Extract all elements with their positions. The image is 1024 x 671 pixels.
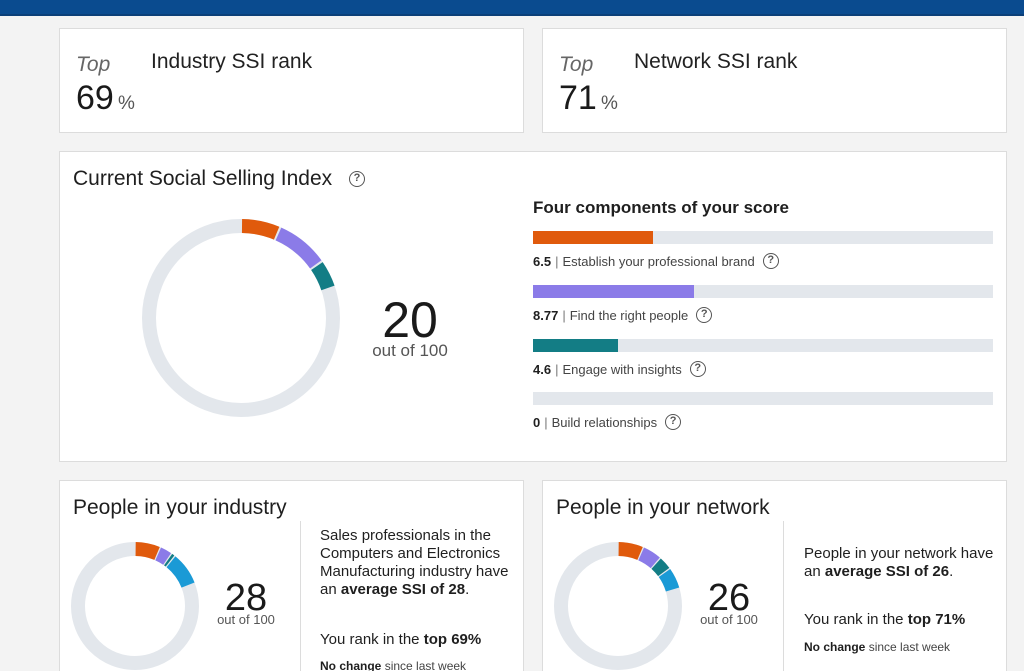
top-navigation-bar bbox=[0, 0, 1024, 16]
component-bar-brand bbox=[533, 231, 993, 244]
component-name: Build relationships bbox=[551, 414, 658, 430]
component-label-brand: 6.5 | Establish your professional brand? bbox=[533, 253, 779, 269]
component-label-people: 8.77 | Find the right people? bbox=[533, 307, 713, 323]
top-label: Top bbox=[559, 53, 594, 76]
components-title: Four components of your score bbox=[533, 198, 789, 217]
current-ssi-title: Current Social Selling Index bbox=[73, 167, 333, 190]
people-in-industry-title: People in your industry bbox=[73, 496, 287, 519]
change-status: No change bbox=[804, 640, 866, 654]
industry-donut-chart bbox=[71, 542, 199, 670]
network-description: People in your network have an average S… bbox=[804, 545, 1000, 581]
component-bar-people bbox=[533, 285, 993, 298]
change-period: since last week bbox=[868, 640, 951, 654]
network-rank-value: 71 bbox=[559, 79, 597, 117]
divider bbox=[783, 521, 784, 671]
industry-ssi-rank-title: Industry SSI rank bbox=[151, 50, 313, 73]
component-name: Find the right people bbox=[569, 307, 689, 323]
component-name: Establish your professional brand bbox=[562, 253, 755, 269]
donut-segment bbox=[658, 568, 680, 592]
help-icon[interactable]: ? bbox=[696, 307, 713, 323]
top-label: Top bbox=[76, 53, 111, 76]
description-text: Sales professionals in the Computers and… bbox=[320, 527, 509, 598]
industry-change-line: No change since last week bbox=[320, 659, 466, 671]
help-icon[interactable]: ? bbox=[689, 361, 706, 377]
people-in-industry-card: People in your industry 28 out of 100 Sa… bbox=[59, 480, 524, 671]
network-change-line: No change since last week bbox=[804, 640, 950, 654]
industry-ssi-rank-card: Top Industry SSI rank 69 % bbox=[59, 28, 524, 133]
description-end: . bbox=[465, 581, 470, 598]
average-ssi: average SSI of 28 bbox=[340, 581, 466, 598]
donut-track bbox=[71, 542, 199, 670]
donut-segment bbox=[155, 547, 172, 565]
help-icon[interactable]: ? bbox=[762, 253, 779, 269]
network-ssi-rank-title: Network SSI rank bbox=[634, 50, 798, 73]
ssi-out-of: out of 100 bbox=[372, 341, 448, 360]
network-rank-line: You rank in the top 71% bbox=[804, 611, 965, 628]
rank-value: top 69% bbox=[423, 631, 482, 648]
industry-rank-line: You rank in the top 69% bbox=[320, 631, 481, 648]
donut-segment bbox=[164, 553, 175, 567]
component-value: 6.5 bbox=[533, 253, 552, 269]
change-period: since last week bbox=[384, 659, 467, 671]
component-bar-relationships bbox=[533, 392, 993, 405]
description-text: People in your network have an bbox=[804, 545, 994, 580]
component-label-relationships: 0 | Build relationships? bbox=[533, 414, 682, 430]
people-in-network-title: People in your network bbox=[556, 496, 770, 519]
component-value: 0 bbox=[533, 414, 541, 430]
help-icon[interactable]: ? bbox=[349, 171, 365, 187]
donut-segment bbox=[275, 227, 322, 269]
industry-out-of: out of 100 bbox=[217, 612, 275, 627]
component-name: Engage with insights bbox=[562, 361, 682, 377]
ssi-score: 20 bbox=[382, 292, 438, 348]
component-value: 8.77 bbox=[533, 307, 559, 323]
percent-unit: % bbox=[118, 93, 135, 114]
percent-unit: % bbox=[601, 93, 618, 114]
donut-segment bbox=[241, 219, 280, 240]
description-end: . bbox=[949, 563, 954, 580]
ssi-donut-chart bbox=[142, 219, 340, 417]
component-label-insights: 4.6 | Engage with insights? bbox=[533, 361, 706, 377]
donut-segment bbox=[638, 547, 660, 569]
rank-value: top 71% bbox=[907, 611, 966, 628]
rank-text: You rank in the bbox=[320, 631, 420, 648]
current-ssi-card: Current Social Selling Index ? 20 out of… bbox=[59, 151, 1007, 462]
industry-rank-value: 69 bbox=[76, 79, 114, 117]
donut-track bbox=[554, 542, 682, 670]
donut-segment bbox=[618, 542, 643, 561]
industry-score: 28 bbox=[224, 577, 268, 619]
network-out-of: out of 100 bbox=[700, 612, 758, 627]
donut-segment bbox=[651, 558, 670, 577]
component-bar-fill bbox=[533, 339, 618, 352]
donut-segment bbox=[166, 556, 195, 588]
help-icon[interactable]: ? bbox=[665, 414, 682, 430]
network-score: 26 bbox=[707, 577, 751, 619]
component-bar-insights bbox=[533, 339, 993, 352]
network-donut-chart bbox=[554, 542, 682, 670]
average-ssi: average SSI of 26 bbox=[824, 563, 950, 580]
component-bar-fill bbox=[533, 285, 695, 298]
component-bar-fill bbox=[533, 231, 653, 244]
divider bbox=[300, 521, 301, 671]
industry-description: Sales professionals in the Computers and… bbox=[320, 527, 516, 599]
rank-text: You rank in the bbox=[804, 611, 904, 628]
people-in-network-card: People in your network 26 out of 100 Peo… bbox=[542, 480, 1007, 671]
donut-segment bbox=[311, 262, 335, 291]
donut-track bbox=[142, 219, 340, 417]
component-value: 4.6 bbox=[533, 361, 552, 377]
donut-segment bbox=[135, 542, 160, 561]
network-ssi-rank-card: Top Network SSI rank 71 % bbox=[542, 28, 1007, 133]
change-status: No change bbox=[320, 659, 382, 671]
